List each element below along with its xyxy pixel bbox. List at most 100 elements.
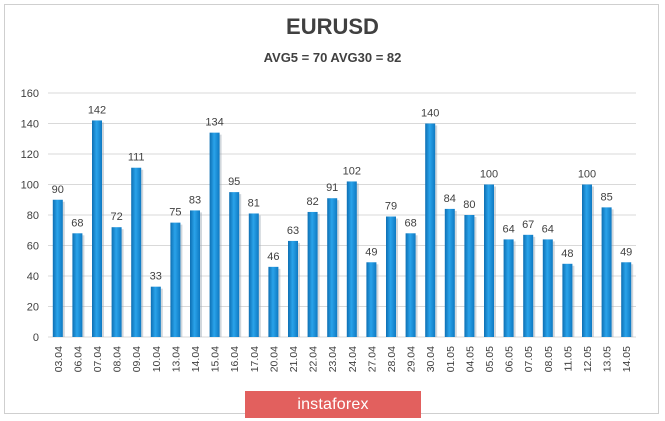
x-tick-label: 01.05 — [445, 346, 457, 372]
bar-20.04 — [268, 266, 279, 337]
bar-17.04 — [248, 213, 259, 337]
x-tick-label: 14.04 — [190, 346, 202, 372]
x-tick-label: 07.04 — [92, 346, 104, 372]
data-label: 46 — [267, 251, 279, 263]
x-tick-label: 09.04 — [131, 346, 143, 372]
x-tick-label: 11.05 — [562, 346, 574, 372]
x-tick-label: 13.05 — [602, 346, 614, 372]
data-label: 140 — [421, 108, 439, 120]
data-label: 90 — [52, 184, 64, 196]
bar-13.04 — [170, 222, 181, 337]
y-tick-label: 40 — [27, 271, 39, 283]
bar-07.05 — [523, 234, 534, 337]
chart-subtitle: AVG5 = 70 AVG30 = 82 — [263, 50, 402, 65]
x-tick-label: 08.04 — [112, 346, 124, 372]
data-label: 91 — [326, 182, 338, 194]
data-label: 72 — [110, 211, 122, 223]
x-tick-label: 17.04 — [249, 346, 261, 372]
y-tick-label: 0 — [33, 332, 39, 344]
bar-07.04 — [92, 120, 102, 337]
grid-lines — [48, 92, 636, 338]
bar-29.04 — [405, 233, 416, 337]
data-label: 85 — [600, 191, 612, 203]
x-tick-label: 27.04 — [366, 346, 378, 372]
x-tick-label: 23.04 — [327, 346, 339, 372]
data-label: 63 — [287, 225, 299, 237]
bars — [52, 120, 634, 337]
y-tick-label: 60 — [27, 241, 39, 253]
x-tick-label: 24.04 — [347, 346, 359, 372]
data-label: 64 — [542, 223, 554, 235]
x-tick-label: 10.04 — [151, 346, 163, 372]
x-tick-label: 28.04 — [386, 346, 398, 372]
data-label: 134 — [205, 117, 223, 129]
x-tick-label: 21.04 — [288, 346, 300, 372]
bar-08.05 — [542, 239, 553, 337]
x-tick-label: 29.04 — [406, 346, 418, 372]
x-tick-label: 06.05 — [504, 346, 516, 372]
bar-05.05 — [484, 184, 494, 337]
x-axis: 03.04 06.04 07.04 08.04 09.04 10.04 13.04 14.04… — [53, 346, 633, 372]
x-tick-label: 12.05 — [582, 346, 594, 372]
y-tick-label: 20 — [27, 302, 39, 314]
bar-11.05 — [562, 263, 573, 337]
data-label: 82 — [306, 196, 318, 208]
bar-30.04 — [425, 123, 436, 337]
x-tick-label: 06.04 — [72, 346, 84, 372]
data-label: 49 — [620, 246, 632, 258]
data-labels: 90 68 142 72 111 33 75 83 134 95 81 46 63 82 91 102 49 79… — [52, 104, 633, 282]
bar-14.05 — [621, 262, 632, 337]
x-tick-label: 03.04 — [53, 346, 65, 372]
data-label: 84 — [444, 193, 456, 205]
bar-13.05 — [601, 207, 612, 337]
data-label: 79 — [385, 201, 397, 213]
bar-09.04 — [131, 167, 142, 337]
bar-12.05 — [582, 184, 592, 337]
data-label: 49 — [365, 246, 377, 258]
bar-10.04 — [150, 286, 161, 337]
x-tick-label: 08.05 — [543, 346, 555, 372]
y-tick-label: 100 — [21, 180, 39, 192]
data-label: 95 — [228, 176, 240, 188]
instaforex-logo: instaforex — [245, 391, 421, 418]
y-tick-label: 140 — [21, 119, 39, 131]
data-label: 80 — [463, 199, 475, 211]
y-axis: 0 20 40 60 80 100 120 140 160 — [21, 88, 39, 344]
x-tick-label: 05.05 — [484, 346, 496, 372]
bar-06.04 — [72, 233, 83, 337]
data-label: 111 — [128, 152, 145, 164]
bar-23.04 — [327, 198, 338, 337]
data-label: 100 — [578, 169, 596, 181]
data-label: 68 — [404, 217, 416, 229]
x-tick-label: 14.05 — [621, 346, 633, 372]
bar-08.04 — [111, 227, 122, 337]
x-tick-label: 04.05 — [464, 346, 476, 372]
data-label: 81 — [248, 197, 260, 209]
x-tick-label: 22.04 — [308, 346, 320, 372]
bar-03.04 — [52, 199, 63, 337]
x-tick-label: 07.05 — [523, 346, 535, 372]
bar-04.05 — [464, 215, 475, 337]
x-tick-label: 13.04 — [170, 346, 182, 372]
bar-21.04 — [288, 240, 298, 337]
bar-01.05 — [444, 208, 455, 337]
data-label: 83 — [189, 194, 201, 206]
data-label: 100 — [480, 169, 498, 181]
bar-22.04 — [307, 211, 318, 337]
y-tick-label: 120 — [21, 149, 39, 161]
data-label: 64 — [502, 223, 514, 235]
data-label: 48 — [561, 248, 573, 260]
data-label: 68 — [71, 217, 83, 229]
bar-06.05 — [503, 239, 514, 337]
bar-16.04 — [229, 192, 240, 337]
data-label: 33 — [150, 271, 162, 283]
bar-24.04 — [346, 181, 357, 337]
x-tick-label: 15.04 — [210, 346, 222, 372]
data-label: 67 — [522, 219, 534, 231]
x-tick-label: 30.04 — [425, 346, 437, 372]
x-tick-label: 16.04 — [229, 346, 241, 372]
bar-14.04 — [190, 210, 200, 337]
data-label: 102 — [343, 165, 361, 177]
bar-15.04 — [209, 132, 220, 337]
